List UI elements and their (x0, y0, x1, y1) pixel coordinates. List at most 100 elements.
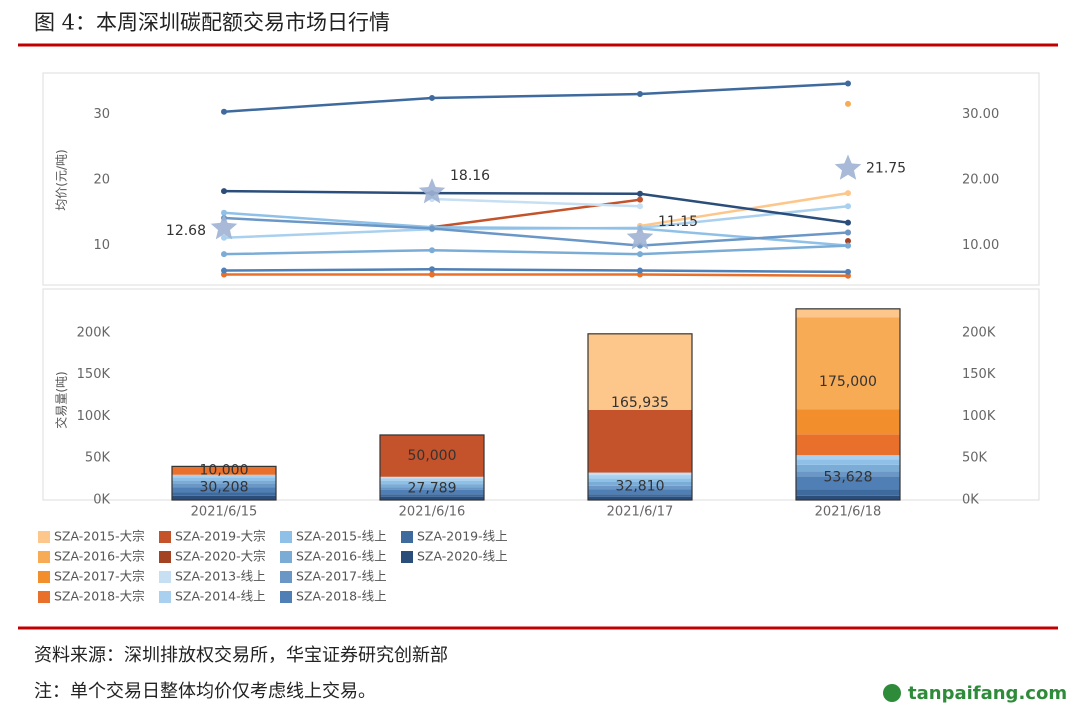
volume-tick-label: 100K (77, 409, 111, 424)
legend-label: SZA-2014-线上 (175, 589, 266, 604)
volume-y2-tick-label: 150K (962, 367, 996, 382)
bar-segment (380, 480, 484, 485)
price-point (429, 94, 435, 101)
bar-segment (588, 472, 692, 476)
bar-segment (172, 495, 276, 500)
price-line (223, 216, 849, 247)
average-star (210, 214, 238, 240)
legend-label: SZA-2018-线上 (296, 589, 387, 604)
bar-label: 53,628 (824, 470, 873, 486)
x-tick-label: 2021/6/16 (399, 505, 466, 520)
bar-label: 32,810 (616, 478, 665, 494)
price-point (637, 190, 643, 197)
legend-swatch (159, 551, 171, 563)
bar-segment (588, 494, 692, 497)
price-point (637, 91, 643, 98)
bar-segment (172, 477, 276, 481)
watermark-logo (883, 684, 901, 702)
legend-label: SZA-2020-大宗 (175, 549, 266, 564)
price-point (637, 203, 643, 210)
bar-segment (380, 494, 484, 497)
price-point (221, 234, 227, 241)
bar-segment (796, 471, 900, 477)
bar-segment (172, 480, 276, 484)
legend-swatch (38, 551, 50, 563)
bar-segment (796, 317, 900, 410)
bar-segment (588, 496, 692, 500)
bar-segment (796, 409, 900, 435)
bar-segment (380, 484, 484, 488)
legend-label: SZA-2016-大宗 (54, 549, 145, 564)
volume-axis-label: 交易量(吨) (54, 371, 69, 428)
average-label: 21.75 (866, 160, 906, 176)
price-point (845, 229, 851, 236)
bar-label: 30,208 (200, 479, 249, 495)
price-point (637, 267, 643, 274)
price-axis-label: 均价(元/吨) (55, 149, 69, 210)
price-tick-label: 10 (93, 238, 110, 253)
price-y2-tick-label: 20.00 (962, 172, 999, 187)
bar-segment (172, 492, 276, 496)
average-star (626, 224, 654, 250)
bar-outline (379, 434, 485, 501)
legend-swatch (38, 591, 50, 603)
price-panel (42, 72, 1040, 286)
bar-segment (796, 464, 900, 472)
bar-segment (380, 489, 484, 495)
legend-swatch (280, 551, 292, 563)
bar-label: 27,789 (408, 480, 457, 496)
price-line (639, 191, 849, 228)
bar-segment (796, 308, 900, 318)
price-y2-tick-label: 10.00 (962, 238, 999, 253)
bar-segment (796, 489, 900, 496)
legend-label: SZA-2019-大宗 (175, 529, 266, 544)
bar-segment (172, 483, 276, 488)
bar-segment (380, 496, 484, 500)
bar-segment (380, 487, 484, 490)
legend-swatch (280, 591, 292, 603)
price-point (429, 225, 435, 232)
volume-panel (42, 288, 1040, 501)
price-line (223, 244, 849, 256)
average-label: 12.68 (166, 223, 206, 239)
watermark: tanpaifang.com (908, 683, 1067, 704)
bar-segment (796, 476, 900, 490)
bar-segment (172, 487, 276, 493)
bar-segment (380, 434, 484, 477)
bar-segment (588, 478, 692, 482)
bar-label: 50,000 (408, 448, 457, 464)
legend-label: SZA-2015-大宗 (54, 529, 145, 544)
price-point (429, 247, 435, 254)
bar-label: 165,935 (611, 395, 669, 411)
volume-tick-label: 50K (85, 451, 111, 466)
source: 资料来源：深圳排放权交易所，华宝证券研究创新部 (34, 645, 448, 666)
price-line (431, 197, 641, 208)
volume-tick-label: 0K (93, 493, 110, 508)
bar-segment (796, 455, 900, 460)
price-tick-label: 30 (93, 107, 110, 122)
average-label: 11.15 (658, 214, 698, 230)
average-label: 18.16 (450, 168, 490, 184)
bar-segment (588, 481, 692, 486)
legend-label: SZA-2017-大宗 (54, 569, 145, 584)
bar-segment (588, 485, 692, 490)
price-point (845, 219, 851, 226)
price-point (845, 190, 851, 197)
price-line (223, 82, 849, 113)
price-point (845, 238, 851, 245)
legend-label: SZA-2020-线上 (417, 549, 508, 564)
bar-segment (172, 474, 276, 478)
price-point (221, 251, 227, 258)
price-line (223, 211, 849, 247)
title: 图 4：本周深圳碳配额交易市场日行情 (34, 11, 390, 35)
bar-segment (588, 475, 692, 479)
bar-segment (796, 459, 900, 465)
price-line (223, 267, 849, 274)
legend-label: SZA-2018-大宗 (54, 589, 145, 604)
note: 注：单个交易日整体均价仅考虑线上交易。 (34, 681, 376, 702)
bar-segment (588, 409, 692, 473)
price-point (637, 196, 643, 203)
price-point (845, 268, 851, 275)
price-line (224, 273, 849, 278)
bar-segment (796, 495, 900, 500)
